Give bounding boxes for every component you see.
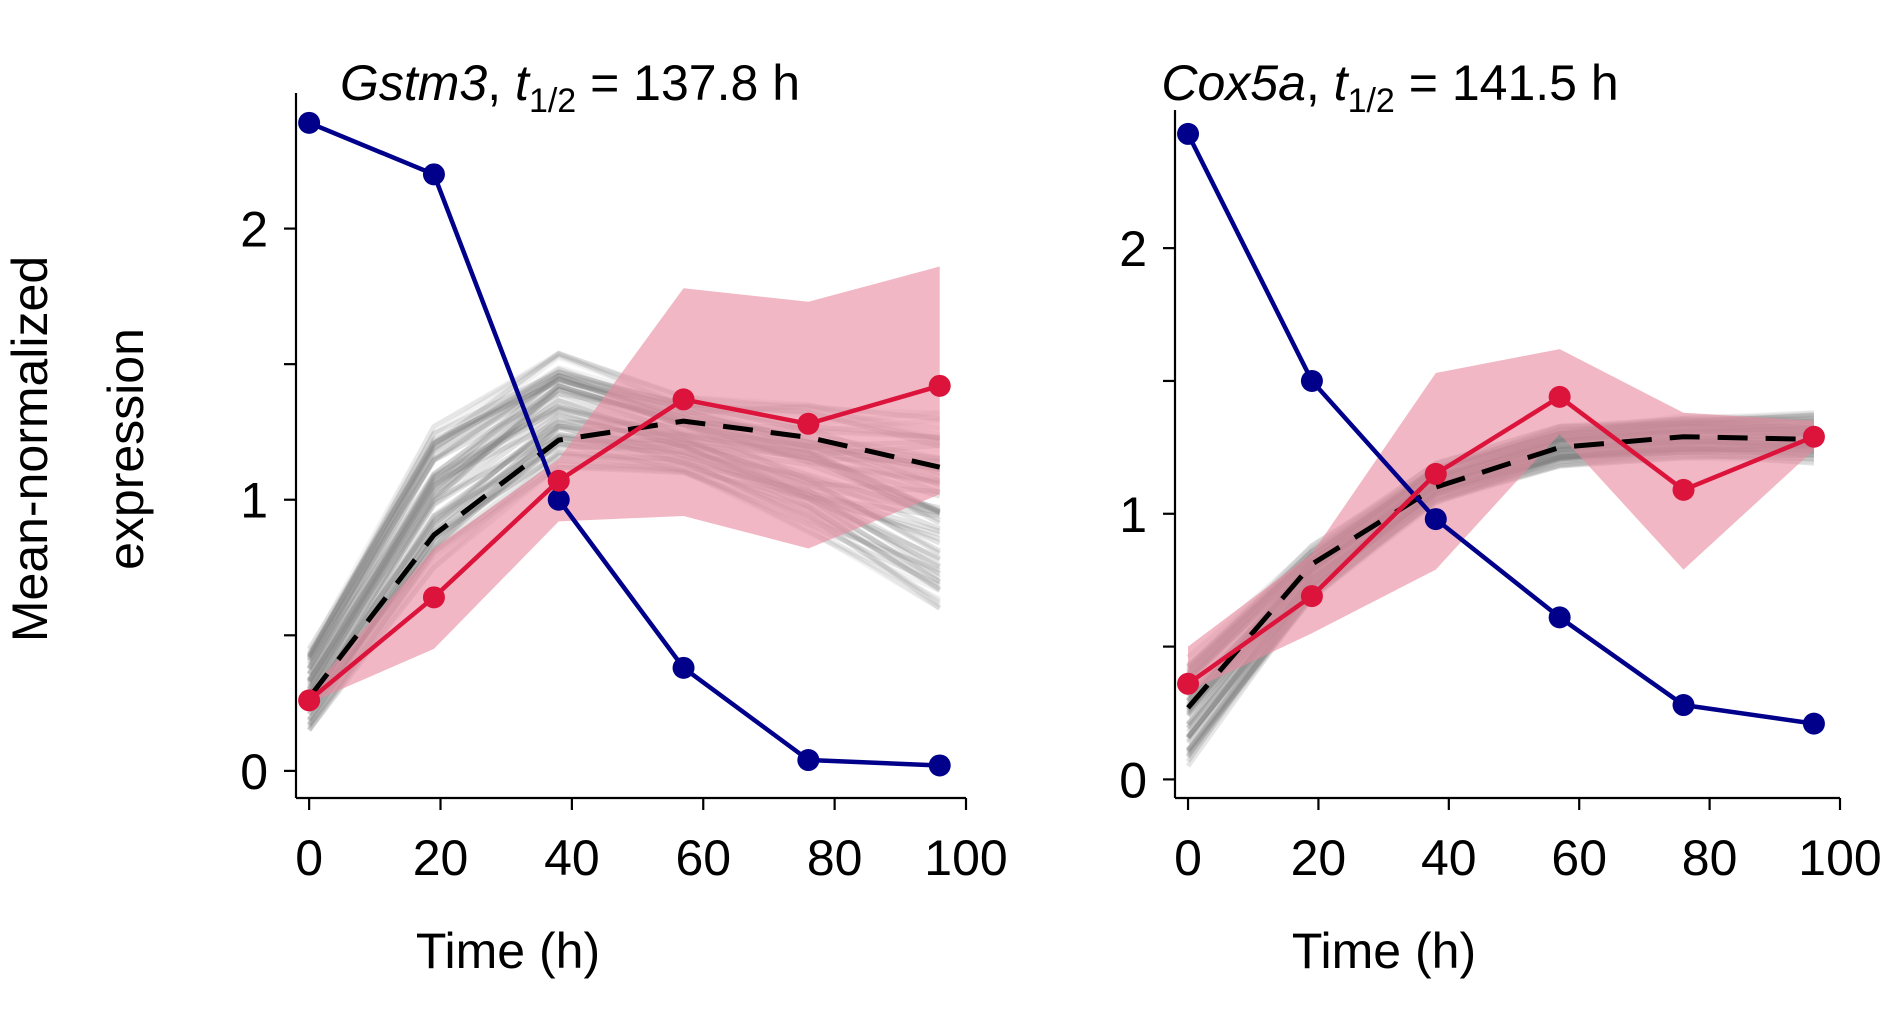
panel-title-subscript: 1/2 [1348, 82, 1395, 120]
plot-area-gstm3: 0 20 40 60 80 100 0 1 2 [240, 93, 1008, 886]
synthesis-point [1672, 478, 1695, 501]
fit-mean-line [307, 418, 941, 700]
decay-point [422, 163, 445, 186]
x-tick-label: 60 [1551, 830, 1607, 886]
decay-point [1802, 712, 1825, 735]
x-axis-title-gstm3: Time (h) [416, 923, 600, 979]
synthesis-point [547, 469, 570, 492]
y-tick-label: 2 [240, 202, 268, 258]
decay-point [298, 111, 321, 134]
plot-area-cox5a: 0 20 40 60 80 100 0 1 2 [1119, 110, 1882, 886]
panel-title-t: t [515, 55, 531, 111]
y-tick-label: 1 [240, 473, 268, 529]
synthesis-confidence-band [309, 266, 940, 704]
panel-title-value: = 141.5 h [1395, 55, 1619, 111]
synthesis-point [1177, 672, 1200, 695]
panel-title-value: = 137.8 h [576, 55, 800, 111]
panel-cox5a: Cox5a, t1/2 = 141.5 h 0 20 40 60 80 100 0 1 2 Ti… [1119, 55, 1882, 979]
synthesis-point [1548, 385, 1571, 408]
synthesis-series [298, 374, 951, 712]
y-tick-label: 0 [240, 744, 268, 800]
decay-line [1185, 132, 1815, 726]
synthesis-line [307, 383, 941, 703]
synthesis-series [1177, 385, 1825, 695]
x-axis-title-cox5a: Time (h) [1292, 923, 1476, 979]
y-tick-label: 1 [1119, 487, 1147, 543]
fit-mean-line [1186, 434, 1814, 710]
x-tick-label: 20 [413, 830, 469, 886]
decay-series [1177, 122, 1825, 735]
decay-line [308, 120, 940, 768]
panel-title-cox5a: Cox5a, t1/2 = 141.5 h [1161, 55, 1618, 120]
decay-point [547, 488, 570, 511]
x-tick-label: 100 [1798, 830, 1881, 886]
decay-point [672, 656, 695, 679]
synthesis-point [298, 689, 321, 712]
panel-title-sep: , [1306, 55, 1334, 111]
decay-point [1177, 122, 1200, 145]
y-axis-title-line-1: Mean-normalized [2, 256, 58, 642]
decay-series [298, 111, 951, 777]
x-tick-label: 60 [675, 830, 731, 886]
x-tick-label: 40 [544, 830, 600, 886]
y-axis-title-line-2: expression [98, 328, 154, 570]
panel-title-gene: Gstm3 [340, 55, 487, 111]
x-tick-label: 100 [924, 830, 1007, 886]
x-tick-label: 0 [1174, 830, 1202, 886]
x-tick-label: 40 [1421, 830, 1477, 886]
decay-point [928, 754, 951, 777]
synthesis-point [1802, 425, 1825, 448]
panel-title-subscript: 1/2 [529, 82, 576, 120]
panel-title-gstm3: Gstm3, t1/2 = 137.8 h [340, 55, 800, 120]
synthesis-point [1300, 585, 1323, 608]
synthesis-point [422, 586, 445, 609]
synthesis-point [797, 412, 820, 435]
panel-gstm3: Gstm3, t1/2 = 137.8 h 0 20 40 60 80 100 0 1 2 Ti… [240, 55, 1008, 979]
x-tick-label: 20 [1291, 830, 1347, 886]
synthesis-line [1186, 394, 1815, 686]
x-tick-label: 0 [295, 830, 323, 886]
synthesis-point [672, 388, 695, 411]
y-axis-title: Mean-normalized expression [2, 256, 154, 642]
x-tick-label: 80 [1682, 830, 1738, 886]
decay-point [1548, 606, 1571, 629]
decay-point [1424, 508, 1447, 531]
synthesis-confidence-band [1188, 349, 1814, 692]
decay-point [1300, 369, 1323, 392]
y-tick-label: 2 [1119, 221, 1147, 277]
panel-title-gene: Cox5a [1161, 55, 1306, 111]
synthesis-point [928, 374, 951, 397]
decay-point [797, 749, 820, 772]
synthesis-point [1424, 462, 1447, 485]
y-tick-label: 0 [1119, 752, 1147, 808]
decay-point [1672, 694, 1695, 717]
panel-title-t: t [1334, 55, 1350, 111]
x-tick-label: 80 [807, 830, 863, 886]
panel-title-sep: , [487, 55, 515, 111]
